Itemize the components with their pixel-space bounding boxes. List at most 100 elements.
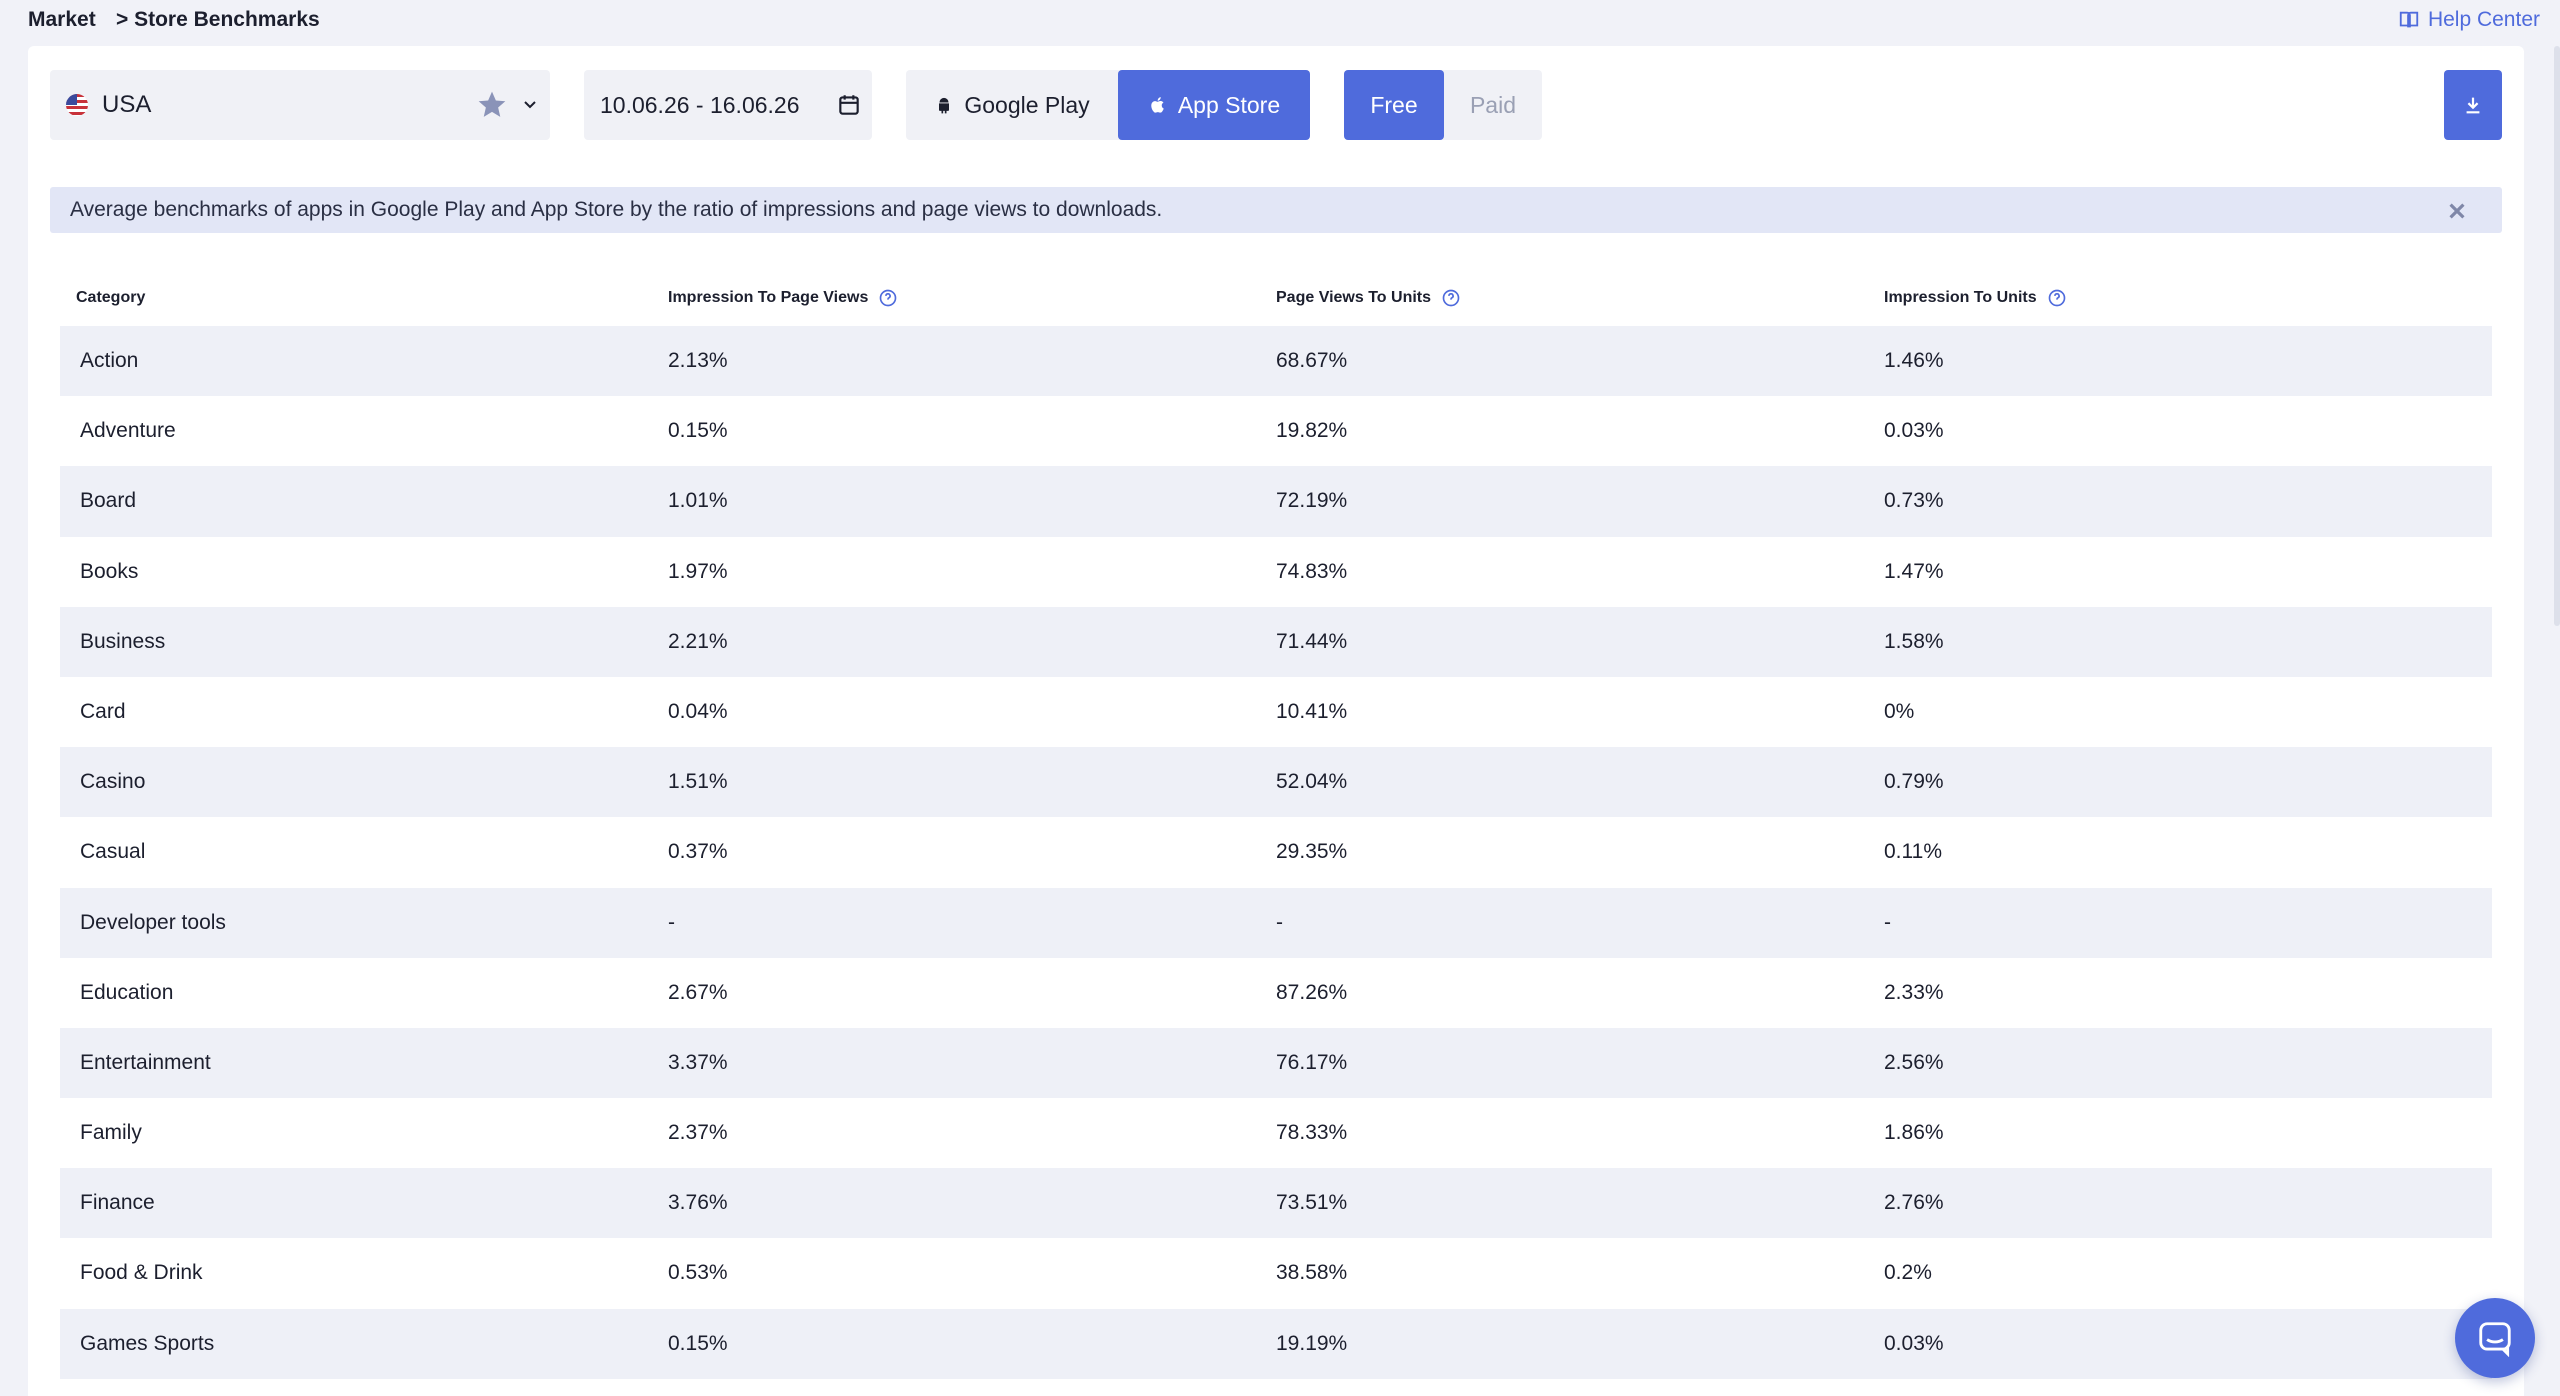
benchmarks-table: Category Impression To Page Views Page V… [60,274,2492,1379]
cell-page-views-to-units: 78.33% [1276,1121,1348,1145]
cell-category: Adventure [80,419,176,443]
table-row: Education 2.67% 87.26% 2.33% [60,958,2492,1028]
download-button[interactable] [2444,70,2502,140]
cell-category: Action [80,349,139,372]
breadcrumb-market[interactable]: Market [28,8,96,31]
info-banner-text: Average benchmarks of apps in Google Pla… [70,198,1163,221]
cell-category: Finance [80,1191,155,1215]
cell-page-views-to-units: 19.82% [1276,419,1348,443]
table-row: Card 0.04% 10.41% 0% [60,677,2492,747]
book-icon [2399,11,2419,28]
column-header-impression-to-page-views[interactable]: Impression To Page Views [668,274,898,322]
cell-impression-to-units: 0.03% [1884,419,1944,443]
table-header: Category Impression To Page Views Page V… [60,274,2492,326]
cell-impression-to-units: 0.03% [1884,1331,1944,1355]
paid-tab[interactable]: Paid [1469,91,1517,118]
table-row: Action 2.13% 68.67% 1.46% [60,326,2492,397]
store-toggle: Google Play App Store [906,70,1310,140]
us-flag-icon [66,94,88,116]
apple-icon [1151,97,1164,113]
cell-category: Games Sports [80,1331,215,1355]
cell-impression-to-units: 0% [1884,699,1915,723]
cell-impression-to-page-views: 3.37% [668,1050,728,1074]
google-play-tab[interactable]: Google Play [906,70,1118,140]
cell-impression-to-page-views: 2.67% [668,980,728,1004]
cell-impression-to-page-views: 0.04% [668,699,728,723]
cell-page-views-to-units: 68.67% [1276,349,1348,372]
cell-impression-to-page-views: 1.51% [668,770,728,794]
table-row: Casino 1.51% 52.04% 0.79% [60,747,2492,818]
cell-category: Books [80,559,139,583]
download-icon [2466,97,2480,114]
column-header-impression-to-units[interactable]: Impression To Units [1884,274,2067,322]
free-tab[interactable]: Free [1344,70,1444,140]
cell-impression-to-page-views: - [668,910,675,934]
cell-impression-to-units: 2.56% [1884,1050,1944,1074]
cell-impression-to-page-views: 1.97% [668,559,728,583]
country-select[interactable]: USA [50,70,550,140]
app-store-label: App Store [1177,91,1281,118]
help-center-link[interactable]: Help Center [2398,8,2540,32]
cell-impression-to-units: 0.79% [1884,770,1944,794]
cell-page-views-to-units: 72.19% [1276,489,1348,513]
table-row: Developer tools - - - [60,887,2492,958]
cell-category: Casino [80,770,146,794]
date-range-value: 10.06.26 - 16.06.26 [600,91,800,118]
table-row: Food & Drink 0.53% 38.58% 0.2% [60,1238,2492,1308]
cell-impression-to-units: 0.11% [1884,840,1942,864]
table-row: Family 2.37% 78.33% 1.86% [60,1098,2492,1168]
table-row: Books 1.97% 74.83% 1.47% [60,537,2492,607]
cell-impression-to-page-views: 2.13% [668,349,728,372]
close-icon[interactable] [2446,200,2468,222]
table-row: Adventure 0.15% 19.82% 0.03% [60,396,2492,466]
cell-page-views-to-units: 38.58% [1276,1261,1348,1285]
date-range-picker[interactable]: 10.06.26 - 16.06.26 [584,70,872,140]
chat-icon [2479,1322,2511,1357]
breadcrumb-current: > Store Benchmarks [116,8,320,31]
cell-page-views-to-units: 52.04% [1276,770,1348,794]
android-icon [939,97,950,114]
table-row: Business 2.21% 71.44% 1.58% [60,606,2492,677]
cell-category: Education [80,980,174,1004]
cell-page-views-to-units: 74.83% [1276,559,1348,583]
cell-page-views-to-units: 19.19% [1276,1331,1348,1355]
google-play-label: Google Play [964,91,1090,118]
main-card: USA 10.06.26 - 16.06.26 Google Play App … [28,46,2524,1396]
info-banner: Average benchmarks of apps in Google Pla… [50,187,2502,233]
column-header-page-views-to-units[interactable]: Page Views To Units [1276,274,1461,322]
chat-button[interactable] [2455,1298,2535,1378]
cell-impression-to-page-views: 0.15% [668,1331,728,1355]
cell-impression-to-page-views: 0.53% [668,1261,728,1285]
cell-page-views-to-units: 29.35% [1276,840,1348,864]
help-circle-icon[interactable] [1441,288,1461,308]
chevron-down-icon[interactable] [522,96,538,112]
pricing-toggle: Free Paid [1344,70,1542,140]
star-icon[interactable] [476,89,508,121]
cell-category: Business [80,629,166,653]
cell-category: Entertainment [80,1050,211,1074]
cell-category: Food & Drink [80,1261,203,1285]
cell-impression-to-page-views: 2.37% [668,1121,728,1145]
cell-impression-to-units: - [1884,910,1891,934]
cell-category: Card [80,699,126,723]
cell-impression-to-page-views: 1.01% [668,489,728,513]
table-row: Games Sports 0.15% 19.19% 0.03% [60,1308,2492,1379]
cell-impression-to-page-views: 3.76% [668,1191,728,1215]
cell-impression-to-units: 1.58% [1884,629,1944,653]
page-scrollbar[interactable] [2554,46,2560,626]
help-circle-icon[interactable] [878,288,898,308]
app-store-tab[interactable]: App Store [1118,70,1310,140]
calendar-icon [839,95,859,115]
cell-page-views-to-units: 87.26% [1276,980,1348,1004]
help-circle-icon[interactable] [2047,288,2067,308]
cell-impression-to-units: 2.76% [1884,1191,1944,1215]
table-row: Casual 0.37% 29.35% 0.11% [60,817,2492,887]
top-bar: Market > Store Benchmarks Help Center [0,0,2560,42]
country-value: USA [102,91,152,118]
cell-impression-to-units: 2.33% [1884,980,1944,1004]
cell-impression-to-units: 0.73% [1884,489,1944,513]
cell-page-views-to-units: - [1276,910,1283,934]
column-header-category[interactable]: Category [76,289,146,306]
cell-page-views-to-units: 71.44% [1276,629,1348,653]
cell-impression-to-page-views: 2.21% [668,629,728,653]
